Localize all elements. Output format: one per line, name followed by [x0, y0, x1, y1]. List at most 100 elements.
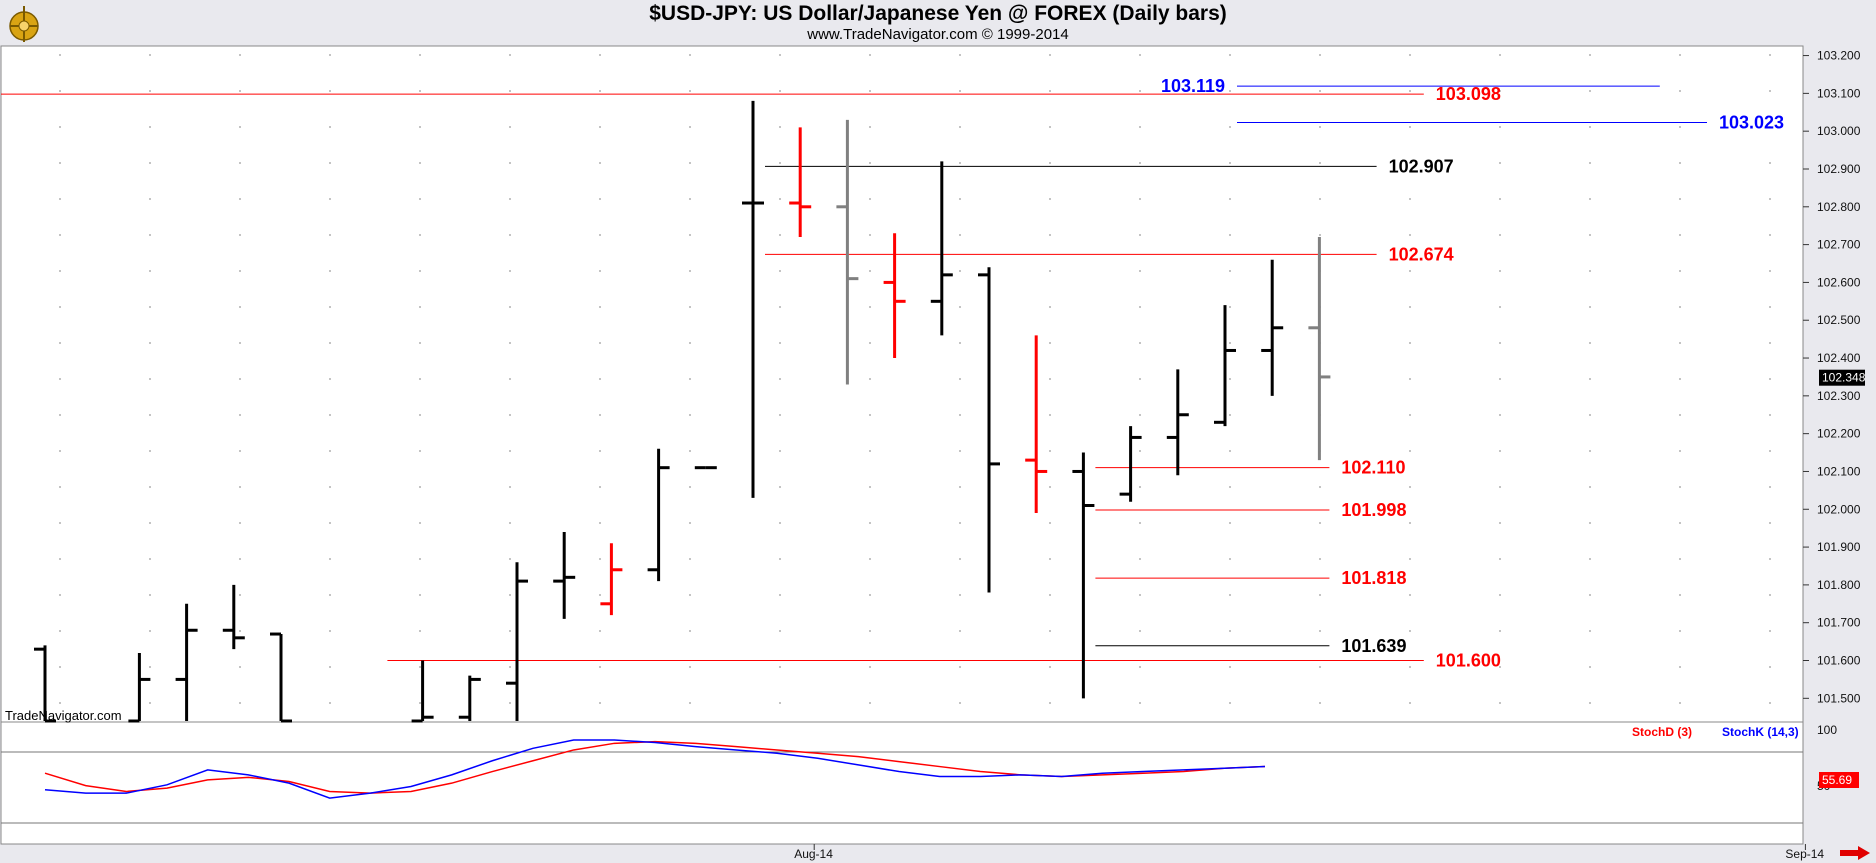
grid-dot: [779, 450, 781, 452]
grid-dot: [239, 378, 241, 380]
grid-dot: [1319, 666, 1321, 668]
y-tick-label: 102.600: [1817, 275, 1861, 289]
grid-dot: [1499, 306, 1501, 308]
grid-dot: [779, 378, 781, 380]
stoch-tick-label: 100: [1817, 723, 1837, 737]
price-bar: [1025, 335, 1048, 514]
grid-dot: [1679, 306, 1681, 308]
grid-dot: [959, 270, 961, 272]
grid-dot: [599, 378, 601, 380]
grid-dot: [869, 594, 871, 596]
grid-dot: [869, 90, 871, 92]
grid-dot: [329, 666, 331, 668]
grid-dot: [959, 630, 961, 632]
grid-dot: [1769, 54, 1771, 56]
grid-dot: [1589, 342, 1591, 344]
grid-dot: [1229, 558, 1231, 560]
grid-dot: [1409, 162, 1411, 164]
grid-dot: [1409, 558, 1411, 560]
grid-dot: [599, 522, 601, 524]
grid-dot: [599, 414, 601, 416]
grid-dot: [509, 558, 511, 560]
grid-dot: [149, 594, 151, 596]
grid-dot: [1409, 630, 1411, 632]
trade-navigator-logo[interactable]: [2, 2, 46, 44]
grid-dot: [1769, 594, 1771, 596]
grid-dot: [1229, 594, 1231, 596]
grid-dot: [869, 414, 871, 416]
grid-dot: [239, 306, 241, 308]
price-pane: [0, 45, 1804, 723]
grid-dot: [59, 558, 61, 560]
grid-dot: [959, 90, 961, 92]
grid-dot: [419, 414, 421, 416]
grid-dot: [1229, 666, 1231, 668]
grid-dot: [59, 522, 61, 524]
grid-dot: [149, 522, 151, 524]
grid-dot: [599, 630, 601, 632]
grid-dot: [1499, 558, 1501, 560]
grid-dot: [1409, 90, 1411, 92]
grid-dot: [329, 162, 331, 164]
grid-dot: [1139, 234, 1141, 236]
grid-dot: [1679, 522, 1681, 524]
y-tick-label: 101.600: [1817, 654, 1861, 668]
y-tick-label: 101.800: [1817, 578, 1861, 592]
grid-dot: [1589, 594, 1591, 596]
grid-dot: [1049, 306, 1051, 308]
y-tick-label: 102.100: [1817, 464, 1861, 478]
grid-dot: [689, 342, 691, 344]
grid-dot: [1679, 414, 1681, 416]
grid-dot: [1139, 450, 1141, 452]
grid-dot: [1589, 702, 1591, 704]
price-bar: [1166, 369, 1189, 476]
grid-dot: [1589, 54, 1591, 56]
grid-dot: [869, 162, 871, 164]
grid-dot: [1679, 666, 1681, 668]
grid-dot: [1679, 234, 1681, 236]
grid-dot: [1769, 486, 1771, 488]
grid-dot: [959, 378, 961, 380]
scroll-right-arrow-icon[interactable]: [1840, 846, 1870, 860]
grid-dot: [509, 486, 511, 488]
grid-dot: [1409, 54, 1411, 56]
grid-dot: [1049, 270, 1051, 272]
grid-dot: [779, 342, 781, 344]
grid-dot: [1139, 162, 1141, 164]
grid-dot: [689, 558, 691, 560]
grid-dot: [1229, 126, 1231, 128]
grid-dot: [869, 126, 871, 128]
grid-dot: [869, 630, 871, 632]
chart-title: $USD-JPY: US Dollar/Japanese Yen @ FOREX…: [649, 2, 1227, 25]
grid-dot: [1049, 702, 1051, 704]
grid-dot: [239, 414, 241, 416]
grid-dot: [959, 558, 961, 560]
grid-dot: [1679, 90, 1681, 92]
grid-dot: [509, 342, 511, 344]
grid-dot: [1409, 486, 1411, 488]
price-bar: [34, 645, 56, 723]
grid-dot: [329, 558, 331, 560]
grid-dot: [599, 234, 601, 236]
level-label: 103.119: [1161, 76, 1225, 96]
grid-dot: [1229, 450, 1231, 452]
y-tick-label: 102.500: [1817, 313, 1861, 327]
level-label: 101.818: [1341, 568, 1406, 588]
grid-dot: [1319, 54, 1321, 56]
grid-dot: [1229, 198, 1231, 200]
grid-dot: [239, 630, 241, 632]
grid-dot: [1319, 486, 1321, 488]
grid-dot: [419, 90, 421, 92]
grid-dot: [1229, 522, 1231, 524]
grid-dot: [599, 198, 601, 200]
y-tick-label: 102.800: [1817, 200, 1861, 214]
grid-dot: [1139, 342, 1141, 344]
grid-dot: [1229, 378, 1231, 380]
grid-dot: [1139, 90, 1141, 92]
grid-dot: [689, 234, 691, 236]
level-label: 102.674: [1389, 244, 1454, 264]
price-bar: [411, 660, 434, 723]
grid-dot: [959, 162, 961, 164]
grid-dot: [509, 162, 511, 164]
